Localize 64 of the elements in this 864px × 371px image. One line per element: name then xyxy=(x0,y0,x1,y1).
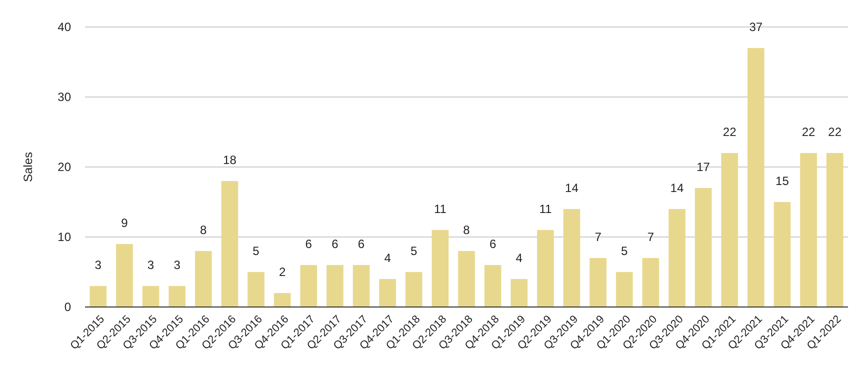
bar xyxy=(616,272,633,307)
bar xyxy=(248,272,264,307)
data-label: 17 xyxy=(696,160,710,174)
data-label: 6 xyxy=(489,237,496,251)
bar xyxy=(826,153,844,307)
data-label: 8 xyxy=(200,223,208,237)
bar xyxy=(432,230,449,307)
bar xyxy=(590,258,606,307)
bar xyxy=(510,279,528,307)
y-tick-label: 20 xyxy=(58,160,72,174)
data-label: 14 xyxy=(670,181,684,195)
data-label: 22 xyxy=(722,125,737,139)
bar xyxy=(379,279,396,307)
data-label: 3 xyxy=(94,258,102,272)
data-label: 8 xyxy=(463,223,470,237)
data-label: 6 xyxy=(332,237,339,251)
y-tick-label: 0 xyxy=(64,300,72,314)
bar xyxy=(221,181,238,307)
data-label: 7 xyxy=(594,230,602,244)
bar xyxy=(537,230,554,307)
y-tick-label: 30 xyxy=(58,90,72,104)
data-label: 37 xyxy=(749,20,763,34)
bar xyxy=(194,251,212,307)
data-label: 11 xyxy=(539,202,552,216)
data-label: 5 xyxy=(410,244,418,258)
bar xyxy=(694,188,712,307)
bar xyxy=(458,251,475,307)
bar xyxy=(774,202,791,307)
bar xyxy=(642,258,660,307)
data-label: 22 xyxy=(802,125,816,139)
data-label: 3 xyxy=(147,258,154,272)
data-label: 22 xyxy=(828,125,842,139)
bar xyxy=(405,272,422,307)
bar xyxy=(800,153,817,307)
data-label: 4 xyxy=(384,251,392,265)
bar xyxy=(142,286,160,307)
data-label: 15 xyxy=(776,174,790,188)
bar xyxy=(326,265,344,307)
bar xyxy=(274,293,291,307)
y-tick-label: 40 xyxy=(58,20,72,34)
data-label: 2 xyxy=(278,265,286,279)
bar xyxy=(116,244,133,307)
data-label: 4 xyxy=(516,251,523,265)
bar xyxy=(563,209,580,307)
y-tick-label: 10 xyxy=(58,230,72,244)
data-label: 6 xyxy=(358,237,365,251)
data-label: 6 xyxy=(305,237,312,251)
data-label: 14 xyxy=(565,181,579,195)
data-label: 5 xyxy=(252,244,260,258)
bar xyxy=(90,286,107,307)
y-axis-title: Sales xyxy=(21,152,35,182)
bar xyxy=(668,209,686,307)
data-label: 18 xyxy=(223,153,237,167)
bar xyxy=(300,265,318,307)
data-label: 7 xyxy=(647,230,654,244)
bar xyxy=(168,286,186,307)
data-label: 9 xyxy=(121,216,128,230)
bar xyxy=(352,265,370,307)
data-label: 11 xyxy=(434,202,447,216)
bar xyxy=(721,153,738,307)
data-label: 3 xyxy=(174,258,181,272)
bar xyxy=(747,48,764,307)
bar xyxy=(484,265,502,307)
data-label: 5 xyxy=(621,244,628,258)
